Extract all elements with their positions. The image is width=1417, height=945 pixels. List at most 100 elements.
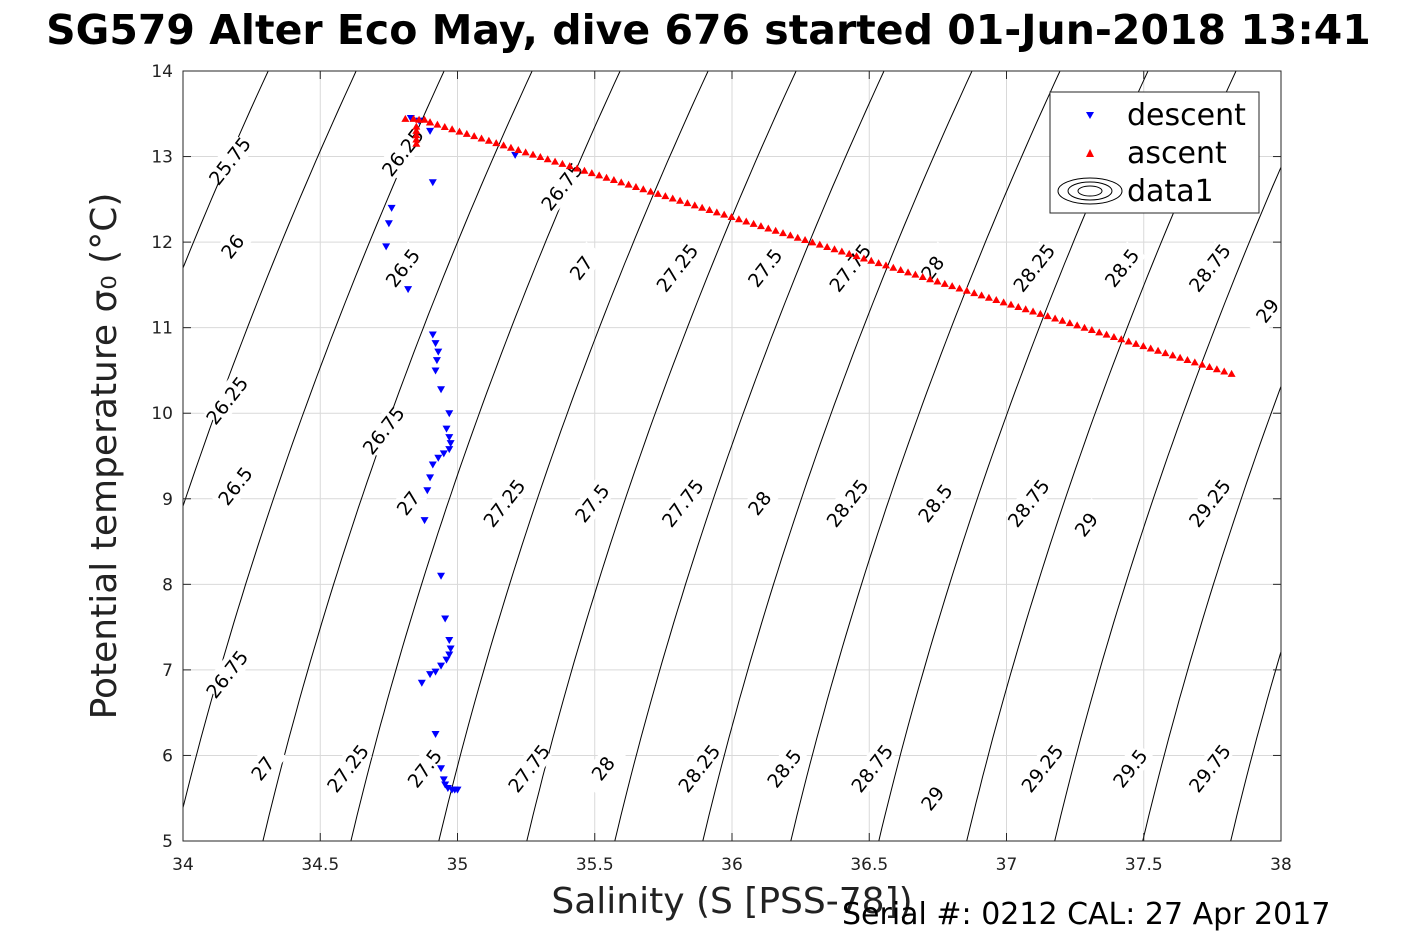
contour-label-mask — [847, 741, 897, 795]
y-tick-label: 10 — [151, 404, 173, 424]
ascent-point — [1021, 305, 1030, 313]
ascent-point — [462, 129, 471, 137]
descent-point — [431, 367, 440, 375]
ascent-point — [412, 139, 421, 147]
x-tick-label: 37.5 — [1125, 855, 1163, 875]
descent-point — [426, 474, 435, 482]
isopycnal-line — [1054, 165, 1281, 841]
descent-point — [445, 446, 454, 454]
contour-label-mask — [658, 476, 707, 530]
ascent-point — [1087, 326, 1096, 334]
descent-point — [445, 651, 454, 659]
ascent-point — [558, 159, 567, 167]
ascent-point — [1043, 312, 1052, 320]
ascent-point — [1205, 362, 1214, 370]
isopycnal-line — [790, 71, 1061, 841]
ascent-point — [1036, 309, 1045, 317]
ascent-point — [573, 164, 582, 172]
ascent-point — [412, 131, 421, 139]
contour-label-mask — [1061, 498, 1111, 551]
contour-label-mask — [759, 741, 809, 795]
descent-point — [446, 440, 455, 448]
ascent-point — [1168, 351, 1177, 359]
isopycnal-line — [438, 71, 709, 841]
y-tick-label: 9 — [162, 490, 173, 510]
ascent-point — [742, 217, 751, 225]
descent-point — [423, 487, 432, 495]
chart-title: SG579 Alter Eco May, dive 676 started 01… — [46, 6, 1371, 54]
contour-label-mask — [556, 241, 606, 295]
ascent-point — [1146, 344, 1155, 352]
ascent-point — [477, 134, 486, 142]
serial-calibration-text: Serial #: 0212 CAL: 27 Apr 2017 — [842, 897, 1331, 932]
ascent-point — [401, 114, 410, 122]
ascent-point — [668, 194, 677, 202]
contour-label-mask — [479, 476, 529, 530]
contour-label-mask — [205, 134, 254, 188]
ascent-point — [1190, 358, 1199, 366]
contour-label-mask — [1105, 741, 1155, 795]
ascent-point — [749, 219, 758, 227]
ascent-point — [756, 222, 765, 230]
ascent-point — [639, 185, 648, 193]
ascent-point — [484, 136, 493, 144]
legend-descent-marker — [1086, 112, 1094, 119]
contour-label-mask — [1009, 241, 1059, 295]
ascent-point — [1065, 319, 1074, 327]
ascent-point — [499, 141, 508, 149]
ascent-point — [595, 171, 604, 179]
ascent-point — [690, 201, 699, 209]
ascent-point — [918, 272, 927, 280]
contour-label-mask — [208, 220, 257, 273]
ascent-point — [448, 125, 457, 133]
isopycnal-line — [1319, 71, 1417, 841]
ascent-point — [801, 236, 810, 244]
ascent-point — [412, 122, 421, 130]
ascent-point — [881, 261, 890, 269]
contour-label-mask — [578, 741, 628, 795]
legend: descent ascent data1 — [1049, 91, 1260, 214]
contour-label-mask — [400, 741, 449, 795]
ascent-point — [896, 266, 905, 274]
descent-point — [384, 220, 393, 228]
ascent-point — [786, 231, 795, 239]
ascent-point — [412, 135, 421, 143]
ascent-point — [1014, 302, 1023, 310]
x-tick-label: 36.5 — [850, 855, 888, 875]
contour-label-mask — [1185, 741, 1234, 795]
descent-point — [426, 671, 435, 679]
ascent-point — [683, 199, 692, 207]
ascent-point — [1154, 346, 1163, 354]
contour-label-mask — [567, 476, 617, 530]
y-tick-label: 12 — [151, 233, 173, 253]
ascent-point — [1176, 353, 1185, 361]
descent-point — [434, 454, 443, 462]
ascent-point — [712, 208, 721, 216]
x-tick-label: 37 — [996, 855, 1018, 875]
ascent-point — [852, 252, 861, 260]
legend-descent-label: descent — [1127, 98, 1246, 133]
ascent-point — [420, 115, 429, 123]
contour-label-mask — [1243, 284, 1292, 337]
descent-point — [445, 434, 454, 442]
ascent-point — [1095, 328, 1104, 336]
contour-label-mask — [735, 476, 784, 530]
ascent-point — [1212, 365, 1221, 373]
ascent-point — [654, 189, 663, 197]
ascent-point — [698, 203, 707, 211]
contour-label-mask — [1097, 241, 1147, 295]
ascent-point — [506, 143, 515, 151]
descent-point — [431, 340, 440, 348]
ascent-point — [830, 245, 839, 253]
descent-point — [426, 127, 435, 135]
ascent-point — [823, 242, 832, 250]
ascent-point — [705, 206, 714, 214]
descent-point — [417, 679, 426, 687]
y-axis-label: Potential temperature σ₀ (°C) — [84, 193, 125, 720]
isopycnal-line — [262, 71, 533, 841]
axis-ticks: 34 34.5 35 35.5 36 36.5 37 37.5 38 5 6 7 8 9 10 11 12 13 1… — [151, 62, 1291, 875]
descent-point — [445, 636, 454, 644]
ascent-point — [970, 289, 979, 297]
ascent-point — [529, 150, 538, 158]
contour-label-mask — [378, 241, 427, 295]
